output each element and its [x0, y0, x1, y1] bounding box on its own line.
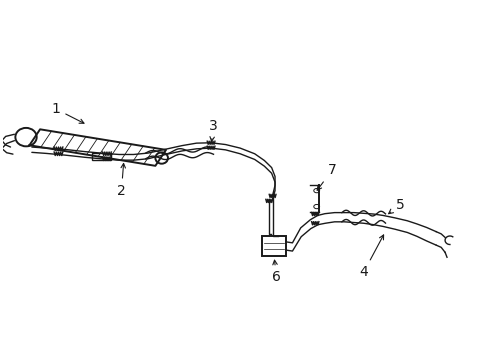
Text: 4: 4 — [359, 235, 384, 279]
Text: 1: 1 — [51, 102, 84, 123]
Text: 7: 7 — [317, 163, 337, 190]
Text: 6: 6 — [272, 260, 281, 284]
Text: 5: 5 — [389, 198, 404, 214]
Text: 2: 2 — [117, 163, 126, 198]
Bar — [93, 153, 111, 160]
Text: 3: 3 — [209, 119, 218, 141]
Bar — [263, 236, 286, 256]
